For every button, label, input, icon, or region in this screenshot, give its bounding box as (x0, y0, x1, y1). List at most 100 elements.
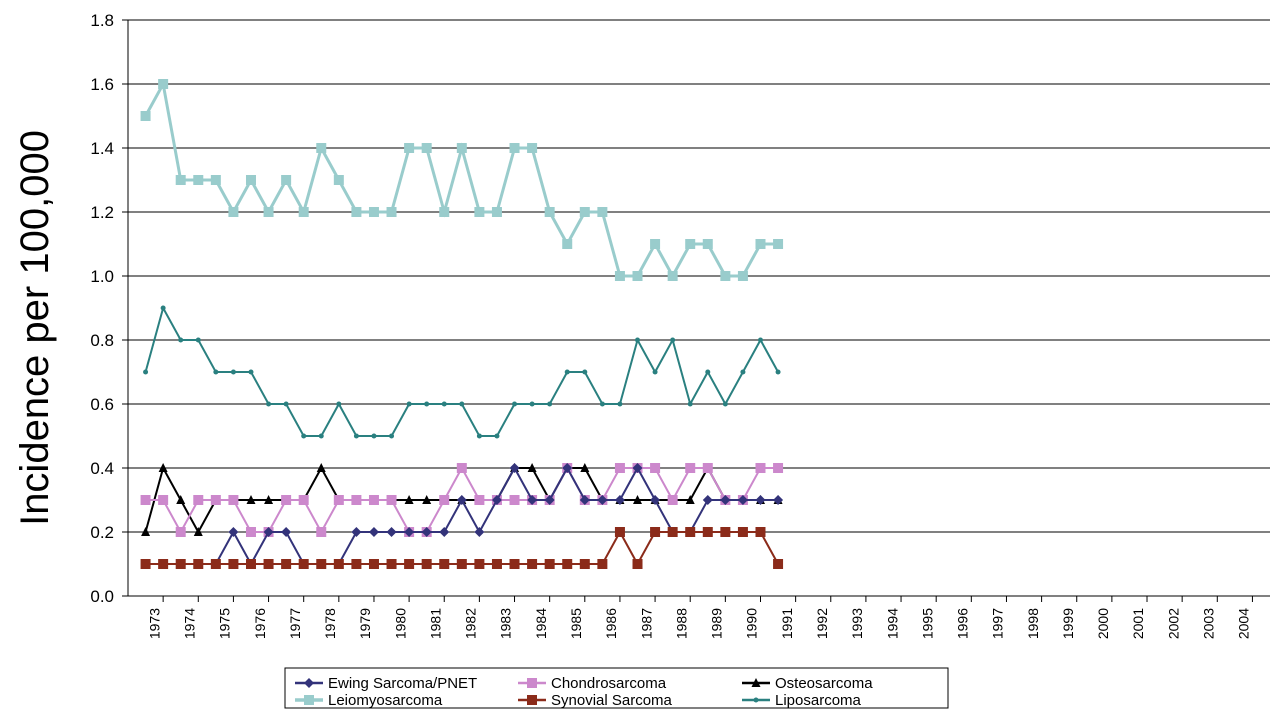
legend-swatch-marker (304, 678, 314, 688)
data-point (386, 559, 397, 569)
data-point (650, 463, 661, 473)
data-point (404, 527, 415, 537)
data-point (351, 527, 362, 537)
x-tick-label: 1997 (990, 608, 1006, 639)
data-point (386, 527, 397, 537)
data-point (722, 401, 728, 407)
data-point (368, 207, 379, 217)
data-point (210, 175, 221, 185)
data-point (509, 495, 520, 505)
data-point (702, 495, 713, 505)
data-point (158, 463, 168, 472)
x-tick-label: 1980 (392, 608, 408, 639)
data-point (404, 495, 414, 504)
series-line (144, 305, 779, 437)
data-point (685, 239, 696, 249)
data-point (633, 495, 643, 504)
data-point (439, 495, 450, 505)
data-point (175, 559, 186, 569)
legend-label: Ewing Sarcoma/PNET (328, 675, 477, 692)
data-point (562, 559, 573, 569)
y-axis-title: Incidence per 100,000 (13, 130, 57, 526)
data-point (614, 495, 625, 505)
data-point (652, 369, 658, 375)
y-tick-label: 1.6 (90, 75, 114, 94)
data-point (773, 495, 784, 505)
x-tick-label: 1984 (533, 608, 549, 639)
data-point (193, 559, 204, 569)
data-point (175, 175, 186, 185)
data-point (245, 527, 256, 537)
legend-label: Synovial Sarcoma (551, 692, 673, 709)
data-point (687, 401, 693, 407)
data-point (228, 559, 239, 569)
data-point (614, 271, 625, 281)
x-tick-label: 2003 (1201, 608, 1217, 639)
data-point (368, 559, 379, 569)
data-point (579, 559, 590, 569)
y-tick-label: 1.0 (90, 267, 114, 286)
y-tick-label: 1.2 (90, 203, 114, 222)
data-point (316, 143, 327, 153)
y-tick-label: 0.0 (90, 587, 114, 606)
data-point (597, 495, 608, 505)
data-point (755, 463, 766, 473)
data-point (439, 207, 450, 217)
data-point (667, 527, 678, 537)
y-tick-labels: 0.0 0.2 0.4 0.6 0.8 1.0 1.2 1.4 1.6 1.8 (90, 11, 114, 606)
data-point (667, 271, 678, 281)
data-point (509, 559, 520, 569)
data-point (755, 495, 766, 505)
data-point (389, 433, 395, 439)
data-point (702, 463, 713, 473)
data-point (283, 401, 289, 407)
data-point (158, 559, 169, 569)
x-tick-label: 1995 (919, 608, 935, 639)
legend-swatch-marker (304, 695, 314, 705)
data-point (263, 527, 274, 537)
data-point (368, 495, 379, 505)
series-lines (140, 79, 784, 569)
data-point (141, 527, 151, 536)
x-tick-label: 1983 (498, 608, 514, 639)
data-point (351, 207, 362, 217)
data-point (775, 369, 781, 375)
data-point (476, 433, 482, 439)
data-point (263, 207, 274, 217)
legend: Ewing Sarcoma/PNET Chondrosarcoma Osteosar… (284, 667, 949, 709)
data-point (421, 143, 432, 153)
x-tick-label: 1979 (357, 608, 373, 639)
data-point (635, 337, 641, 343)
data-point (617, 401, 623, 407)
legend-item: Liposarcoma (742, 692, 862, 709)
legend-label: Chondrosarcoma (551, 675, 667, 692)
data-point (599, 401, 605, 407)
x-tick-label: 1975 (217, 608, 233, 639)
series-synovial-sarcoma (140, 527, 784, 569)
data-point (773, 463, 784, 473)
x-tick-label: 1994 (884, 608, 900, 639)
data-point (333, 559, 344, 569)
data-point (230, 369, 236, 375)
x-tick-label: 1990 (744, 608, 760, 639)
data-point (720, 271, 731, 281)
data-point (316, 527, 327, 537)
data-point (404, 143, 415, 153)
data-point (632, 463, 643, 473)
x-tick-label: 1987 (638, 608, 654, 639)
data-point (281, 527, 292, 537)
data-point (544, 559, 555, 569)
data-point (494, 433, 500, 439)
x-tick-label: 1988 (673, 608, 689, 639)
data-point (228, 527, 239, 537)
data-point (281, 559, 292, 569)
data-point (143, 369, 149, 375)
data-point (580, 463, 590, 472)
data-point (459, 401, 465, 407)
data-point (562, 239, 573, 249)
data-point (685, 463, 696, 473)
data-point (406, 401, 412, 407)
data-point (702, 527, 713, 537)
x-tick-label: 1998 (1025, 608, 1041, 639)
data-point (333, 495, 344, 505)
